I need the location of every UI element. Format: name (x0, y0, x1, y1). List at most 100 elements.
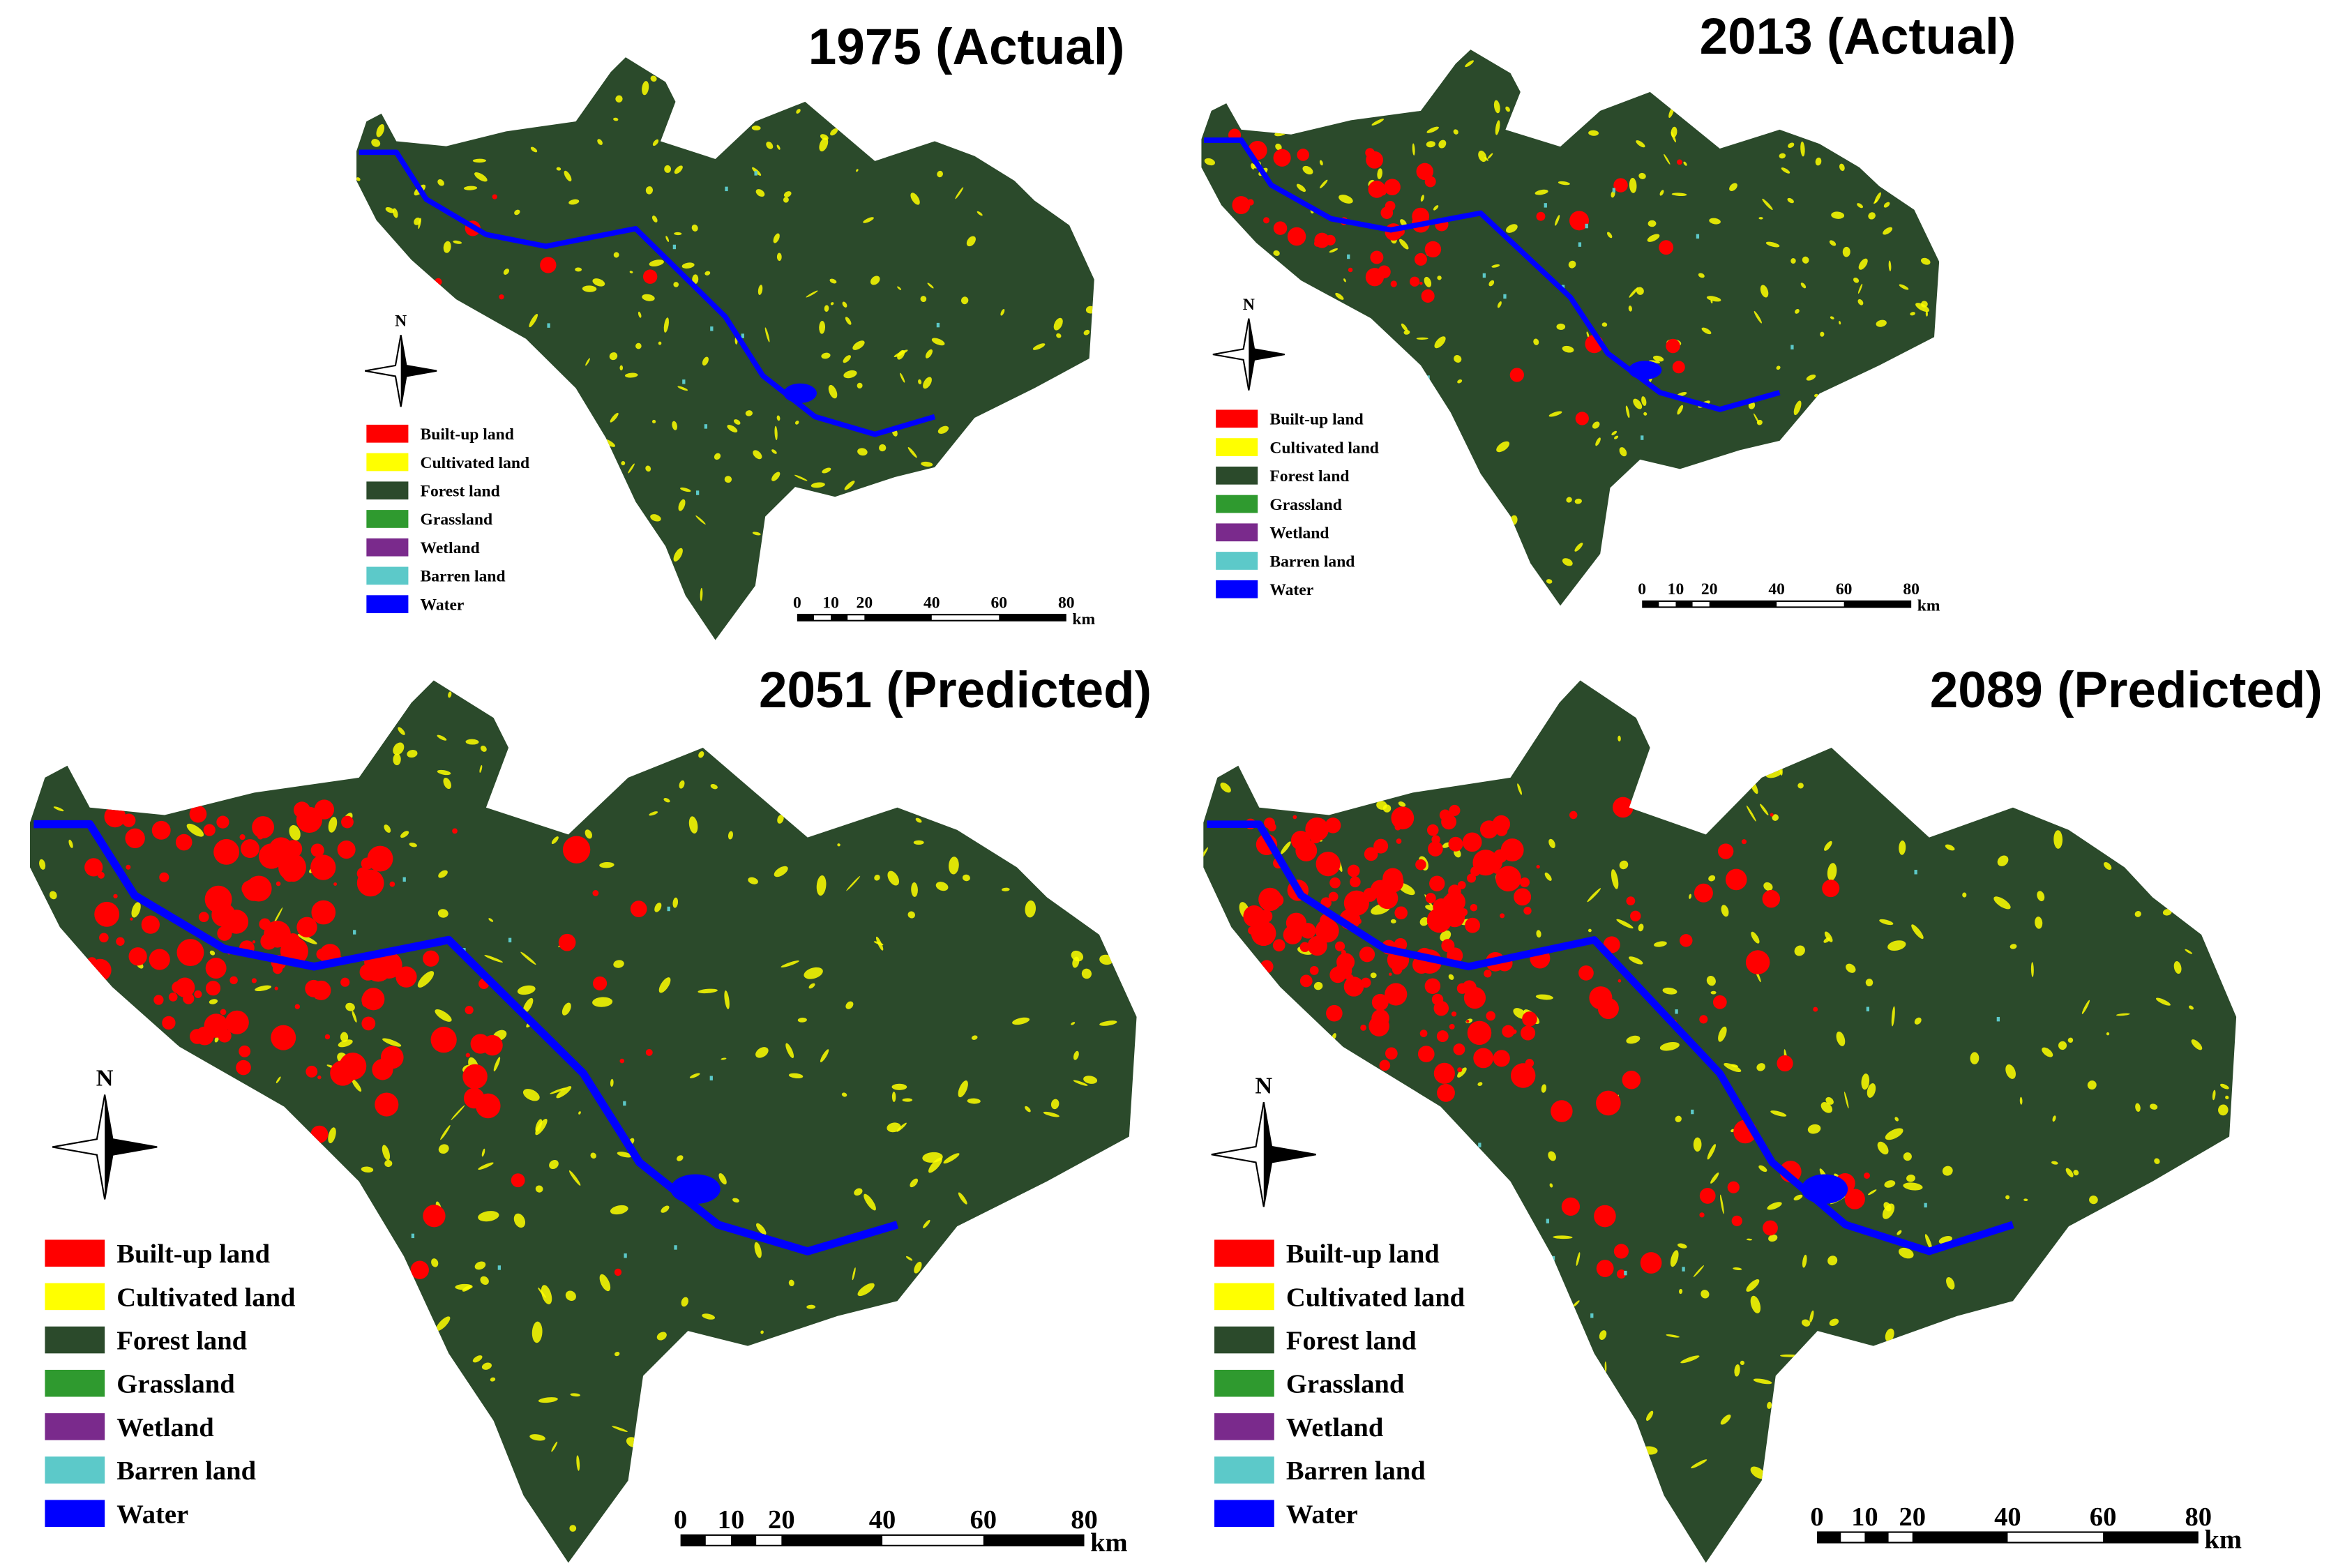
built-up-patch (339, 1053, 367, 1080)
cultivated-patch (1924, 1234, 1933, 1251)
cultivated-patch (1220, 782, 1231, 793)
cultivated-patch (829, 278, 837, 284)
scale-bar-segment (931, 615, 1000, 620)
cultivated-patch (617, 1152, 633, 1158)
built-up-patch (1428, 841, 1443, 857)
land-cover-texture (356, 75, 1094, 601)
cultivated-patch (645, 186, 654, 195)
cultivated-patch (1586, 331, 1590, 338)
cultivated-patch (1371, 119, 1384, 126)
cultivated-patch (1861, 1073, 1870, 1090)
built-up-patch (1770, 813, 1774, 817)
built-up-patch (153, 995, 164, 1005)
cultivated-patch (438, 870, 448, 878)
cultivated-patch (755, 189, 765, 197)
built-up-patch (1596, 1260, 1614, 1277)
cultivated-patch (49, 891, 57, 900)
cultivated-patch (925, 349, 933, 359)
cultivated-patch (1071, 950, 1083, 962)
cultivated-patch (785, 1043, 794, 1058)
cultivated-patch (1050, 1099, 1060, 1110)
cultivated-patch (928, 1157, 942, 1173)
cultivated-patch (967, 1098, 981, 1104)
cultivated-patch (960, 296, 969, 305)
built-up-patch (242, 878, 265, 901)
built-up-patch (258, 843, 285, 869)
built-up-patch (183, 993, 195, 1004)
built-up-patch (511, 1173, 525, 1188)
cultivated-patch (1572, 1300, 1580, 1307)
cultivated-patch (1787, 197, 1794, 204)
built-up-patch (410, 1260, 429, 1279)
cultivated-patch (2030, 962, 2034, 977)
legend-label: Grassland (116, 1370, 235, 1399)
cultivated-patch (418, 218, 421, 229)
built-up-patch (1334, 941, 1345, 951)
built-up-patch (1389, 972, 1392, 976)
cultivated-patch (1587, 888, 1601, 903)
cultivated-patch (1618, 735, 1621, 742)
built-up-patch (84, 858, 103, 877)
cultivated-patch (1273, 250, 1280, 256)
built-up-patch (1263, 217, 1270, 224)
cultivated-patch (1403, 330, 1410, 335)
cultivated-patch (1556, 323, 1566, 331)
cultivated-patch (1827, 1256, 1838, 1266)
cultivated-patch (463, 186, 478, 190)
cultivated-patch (1619, 447, 1627, 457)
cultivated-patch (575, 267, 582, 272)
built-up-patch (1763, 1220, 1778, 1236)
built-up-patch (1368, 1016, 1389, 1036)
cultivated-patch (2058, 1041, 2067, 1050)
built-up-patch (285, 933, 301, 948)
scale-tick-label: 40 (869, 1505, 896, 1535)
legend-label: Water (1286, 1500, 1358, 1529)
built-up-patch (1440, 1065, 1448, 1073)
cultivated-patch (1000, 308, 1005, 316)
cultivated-patch (624, 372, 638, 378)
cultivated-patch (570, 1393, 580, 1397)
cultivated-patch (376, 123, 385, 137)
cultivated-patch (1802, 1254, 1807, 1268)
cultivated-patch (2042, 1047, 2053, 1057)
built-up-patch (1315, 852, 1341, 877)
reservoir (670, 1174, 721, 1204)
cultivated-patch (451, 1105, 465, 1120)
cultivated-patch (1302, 165, 1313, 175)
built-up-patch (1694, 883, 1713, 903)
built-up-patch (1373, 838, 1389, 854)
cultivated-patch (1765, 241, 1780, 248)
cultivated-patch (2218, 1104, 2229, 1116)
cultivated-patch (480, 1276, 489, 1286)
built-up-patch (1519, 877, 1530, 888)
cultivated-patch (2067, 1037, 2074, 1043)
legend-label: Built-up land (421, 425, 514, 444)
cultivated-patch (1877, 1141, 1889, 1155)
cultivated-patch (438, 1144, 449, 1154)
cultivated-patch (1794, 945, 1805, 956)
cultivated-patch (1689, 894, 1691, 899)
cultivated-patch (943, 1153, 960, 1164)
built-up-patch (1394, 906, 1408, 920)
cultivated-patch (1758, 217, 1763, 220)
cultivated-patch (1724, 1062, 1742, 1073)
built-up-patch (1364, 847, 1378, 861)
cultivated-patch (1440, 930, 1452, 942)
cultivated-patch (1320, 179, 1328, 188)
cultivated-patch (1588, 130, 1599, 136)
built-up-patch (257, 833, 264, 840)
cultivated-patch (561, 1002, 571, 1016)
cultivated-patch (1894, 1117, 1899, 1122)
cultivated-patch (1857, 203, 1863, 209)
barren-patch (624, 1253, 627, 1258)
cultivated-patch (841, 1092, 847, 1097)
panel-title: 2051 (Predicted) (759, 662, 1152, 718)
cultivated-patch (891, 1083, 907, 1090)
built-up-patch (216, 815, 229, 829)
cultivated-patch (714, 453, 721, 460)
legend-label: Cultivated land (116, 1283, 296, 1312)
built-up-patch (126, 864, 131, 870)
barren-patch (709, 1076, 713, 1080)
legend-swatch (1216, 580, 1258, 598)
